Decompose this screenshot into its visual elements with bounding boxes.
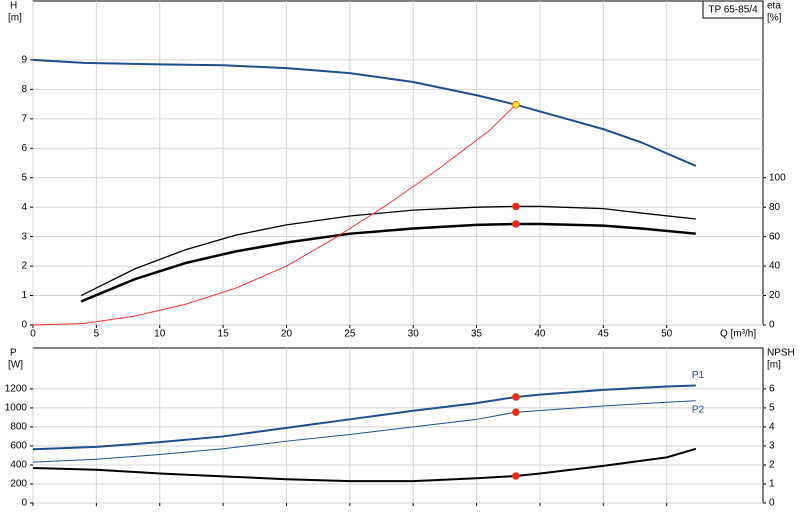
y-tick-label: 200 — [10, 479, 27, 490]
y-axis-label: H — [10, 1, 17, 12]
y-tick-label: 3 — [21, 231, 27, 242]
y2-tick-label: 2 — [769, 460, 775, 471]
y-tick-label: 0 — [21, 498, 27, 509]
y-tick-label: 1000 — [5, 403, 28, 414]
y-tick-label: 800 — [10, 422, 27, 433]
x-tick-label: 35 — [471, 329, 483, 340]
x-tick-label: 50 — [661, 329, 673, 340]
operating-point — [512, 202, 520, 211]
y-tick-label: 9 — [21, 55, 27, 66]
y2-tick-label: 100 — [769, 172, 786, 183]
x-tick-label: 25 — [344, 329, 356, 340]
curve — [32, 447, 697, 483]
plot-frame — [32, 347, 764, 504]
y2-tick-label: 60 — [769, 231, 781, 242]
y2-tick-label: 5 — [769, 403, 775, 414]
curve — [32, 58, 697, 167]
y2-tick-label: 4 — [769, 422, 775, 433]
operating-point — [512, 220, 520, 228]
y2-axis-label: NPSH — [767, 348, 795, 359]
x-tick-label: 10 — [154, 329, 166, 340]
x-tick-label: 45 — [598, 329, 610, 340]
series-label: P2 — [692, 404, 705, 415]
y2-axis-unit: [%] — [767, 13, 782, 24]
curve — [80, 205, 696, 297]
title-box — [702, 0, 764, 19]
y-tick-label: 6 — [21, 143, 27, 154]
chart-title: TP 65-85/4 — [708, 5, 758, 16]
operating-point — [512, 393, 520, 401]
y-axis-unit: [m] — [8, 13, 22, 24]
y2-tick-label: 0 — [769, 498, 775, 509]
y-tick-label: 1200 — [5, 384, 28, 395]
operating-point — [512, 472, 520, 480]
y2-tick-label: 20 — [769, 290, 781, 301]
series-label: P1 — [692, 370, 705, 381]
x-tick-label: 40 — [534, 329, 546, 340]
y-axis-unit: [W] — [8, 360, 23, 371]
curve — [32, 104, 517, 326]
curve — [32, 384, 696, 451]
x-tick-label: 30 — [408, 329, 420, 340]
y-tick-label: 7 — [21, 113, 27, 124]
x-tick-label: 0 — [30, 329, 36, 340]
y2-tick-label: 0 — [769, 320, 775, 331]
x-tick-label: 15 — [218, 329, 230, 340]
y2-tick-label: 3 — [769, 441, 775, 452]
y-tick-label: 8 — [21, 84, 27, 95]
y2-tick-label: 1 — [769, 479, 775, 490]
x-tick-label: 5 — [94, 329, 100, 340]
curve — [80, 222, 696, 303]
y-tick-label: 1 — [21, 290, 27, 301]
curve — [32, 400, 696, 463]
x-tick-label: 20 — [281, 329, 293, 340]
y2-axis-label: eta — [767, 1, 781, 12]
y2-tick-label: 80 — [769, 202, 781, 213]
y-tick-label: 4 — [21, 202, 27, 213]
y-tick-label: 0 — [21, 320, 27, 331]
y-tick-label: 2 — [21, 261, 27, 272]
x-axis-label: Q [m³/h] — [720, 329, 756, 340]
y2-tick-label: 40 — [769, 261, 781, 272]
y2-tick-label: 6 — [769, 384, 775, 395]
y-tick-label: 400 — [10, 460, 27, 471]
y-tick-label: 600 — [10, 441, 27, 452]
y2-axis-unit: [m] — [767, 360, 781, 371]
operating-point — [512, 100, 520, 109]
y-tick-label: 5 — [21, 172, 27, 183]
operating-point — [512, 408, 520, 416]
y-axis-label: P — [10, 348, 17, 359]
